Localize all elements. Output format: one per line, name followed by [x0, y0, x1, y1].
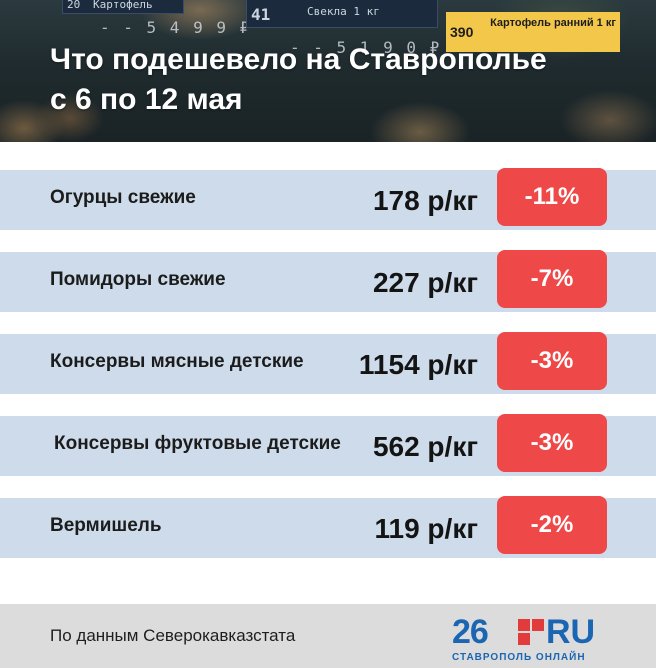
logo-subtitle: СТАВРОПОЛЬ ОНЛАЙН [452, 652, 586, 663]
list-item: Консервы фруктовые детские 562 р/кг -3% [0, 414, 656, 476]
price-tag-number: 41 [251, 5, 271, 24]
logo-mark-icon [518, 619, 544, 645]
site-logo[interactable]: 26 RU СТАВРОПОЛЬ ОНЛАЙН [452, 613, 632, 663]
price-change-badge: -2% [497, 496, 607, 554]
price-change-badge: -3% [497, 332, 607, 390]
list-item: Вермишель 119 р/кг -2% [0, 496, 656, 558]
price-change-badge: -11% [497, 168, 607, 226]
logo-domain: RU [546, 613, 596, 651]
item-price: 562 р/кг [372, 431, 478, 462]
item-price: 227 р/кг [372, 267, 478, 298]
price-tag-early-potato: 390 Картофель ранний 1 кг [446, 12, 620, 52]
price-change-badge: -3% [497, 414, 607, 472]
list-item: Огурцы свежие 178 р/кг -11% [0, 168, 656, 230]
header-banner: 20 Картофель - - 5 4 9 9 ₽ 41 Свекла 1 к… [0, 0, 656, 142]
price-tag-label: Картофель [93, 0, 153, 11]
price-change-badge: -7% [497, 250, 607, 308]
item-price: 119 р/кг [374, 513, 478, 544]
item-name: Консервы фруктовые детские [54, 433, 341, 454]
price-tag-number: 20 [67, 0, 81, 11]
price-tag-label: Свекла 1 кг [307, 5, 380, 18]
item-price: 1154 р/кг [358, 349, 478, 380]
price-tag-digits: - - 5 1 9 0 ₽ [290, 38, 442, 57]
item-name: Огурцы свежие [50, 187, 196, 208]
page-title: Что подешевело на Ставрополье с 6 по 12 … [50, 40, 547, 120]
footer: По данным Северокавказстата 26 RU СТАВРО… [0, 604, 656, 668]
item-price: 178 р/кг [372, 185, 478, 216]
page-title-line-1: Что подешевело на Ставрополье [50, 43, 547, 76]
list-item: Помидоры свежие 227 р/кг -7% [0, 250, 656, 312]
price-tag-digits: - - 5 4 9 9 ₽ [100, 18, 252, 37]
item-name: Консервы мясные детские [50, 351, 304, 372]
item-name: Помидоры свежие [50, 269, 226, 290]
price-tag-potato: 20 Картофель [62, 0, 184, 14]
item-name: Вермишель [50, 515, 162, 536]
page-title-line-2: с 6 по 12 мая [50, 83, 243, 116]
price-tag-number: 390 [450, 24, 474, 40]
source-note: По данным Северокавказстата [50, 626, 296, 645]
logo-number: 26 [452, 613, 489, 651]
list-item: Консервы мясные детские 1154 р/кг -3% [0, 332, 656, 394]
price-tag-label: Картофель ранний 1 кг [490, 17, 616, 29]
price-tag-beet: 41 Свекла 1 кг [246, 0, 438, 28]
